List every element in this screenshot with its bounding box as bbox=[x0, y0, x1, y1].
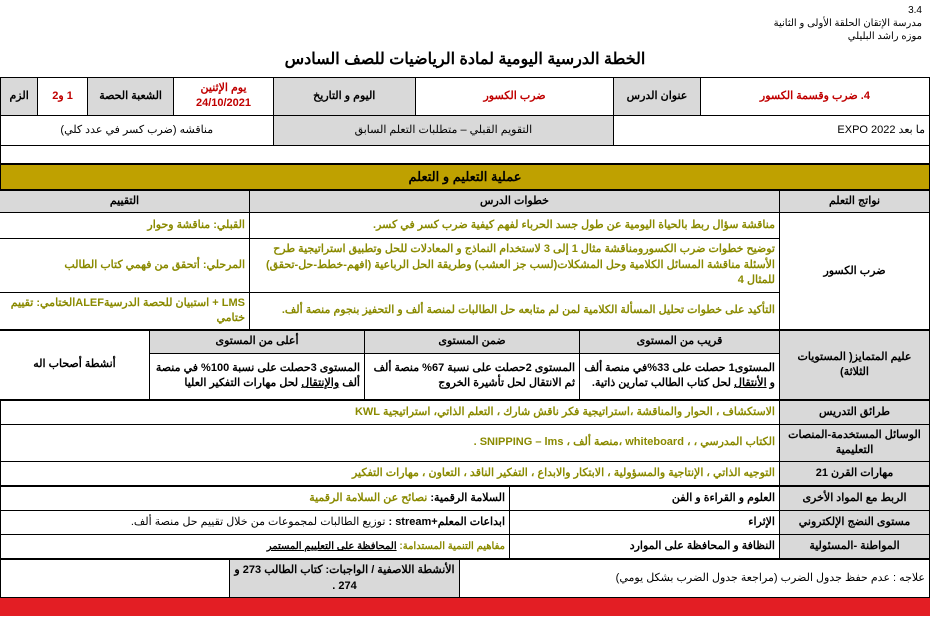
expo-cell: ما بعد EXPO 2022 bbox=[614, 115, 930, 145]
section-label: الشعبة الحصة bbox=[87, 78, 174, 116]
diff-within-cell: المستوى 2حصلت على نسبة 67% منصة ألف ثم ا… bbox=[365, 353, 580, 399]
assess-1: القبلي: مناقشة وحوار bbox=[0, 213, 250, 239]
tools-label: الوسائل المستخدمة-المنصات التعليمية bbox=[780, 424, 930, 462]
links-label: الربط مع المواد الأخرى bbox=[780, 487, 930, 511]
skills-label: مهارات القرن 21 bbox=[780, 462, 930, 486]
assess-2: المرحلي: أتحقق من فهمي كتاب الطالب bbox=[0, 239, 250, 292]
section-bar-label: عملية التعليم و التعلم bbox=[1, 164, 930, 189]
diff-label: عليم المتمايز( المستويات الثلاثة) bbox=[780, 331, 930, 399]
section-bar: عملية التعليم و التعلم bbox=[0, 164, 930, 190]
main-title: الخطة الدرسية اليومية لمادة الرياضيات لل… bbox=[0, 45, 930, 77]
methods-label: طرائق التدريس bbox=[780, 400, 930, 424]
assess-header: التقييم bbox=[0, 190, 250, 212]
details-table-2: الربط مع المواد الأخرى العلوم و القراءة … bbox=[0, 486, 930, 559]
unit-title: 4. ضرب وقسمة الكسور bbox=[700, 78, 929, 116]
maturity-value-2: ابداعات المعلم+stream : توزيع الطالبات ل… bbox=[1, 511, 510, 535]
day-date-label: اليوم و التاريخ bbox=[273, 78, 415, 116]
steps-header: خطوات الدرس bbox=[250, 190, 780, 212]
diff-within-header: ضمن المستوى bbox=[365, 331, 580, 353]
step-2: توضيح خطوات ضرب الكسورومناقشة مثال 1 إلى… bbox=[250, 239, 780, 292]
outcome-cell: ضرب الكسور bbox=[780, 213, 930, 330]
lesson-title: ضرب الكسور bbox=[415, 78, 613, 116]
diff-near-cell: المستوى1 حصلت على 33%في منصة ألف و الأنت… bbox=[580, 353, 780, 399]
methods-value: الاستكشاف ، الحوار والمناقشة ،استراتيجية… bbox=[1, 400, 780, 424]
step-1: مناقشة سؤال ربط بالحياة اليومية عن طول ج… bbox=[250, 213, 780, 239]
footer-table: علاجه : عدم حفظ جدول الضرب (مراجعة جدول … bbox=[0, 559, 930, 598]
maturity-label: مستوى النضج الإلكتروني bbox=[780, 511, 930, 535]
details-table: طرائق التدريس الاستكشاف ، الحوار والمناق… bbox=[0, 400, 930, 487]
links-value-1: العلوم و القراءة و الفن bbox=[510, 487, 780, 511]
remedial-cell: علاجه : عدم حفظ جدول الضرب (مراجعة جدول … bbox=[460, 560, 930, 598]
links-value-2: السلامة الرقمية: نصائح عن السلامة الرقمي… bbox=[1, 487, 510, 511]
differentiation-table: عليم المتمايز( المستويات الثلاثة) قريب م… bbox=[0, 330, 930, 399]
diff-above-cell: المستوى 3حصلت على نسبة 100% في منصة ألف … bbox=[150, 353, 365, 399]
page-header: 3.4 مدرسة الإتقان الحلقة الأولى و الثاني… bbox=[0, 4, 930, 45]
day-date: يوم الإثنين 24/10/2021 bbox=[174, 78, 273, 116]
page-number: 3.4 bbox=[908, 4, 922, 17]
time-label: الزم bbox=[1, 78, 38, 116]
homework-label: الأنشطة اللاصفية / الواجبات: كتاب الطالب… bbox=[230, 560, 460, 598]
prior-label: التقويم القبلي – متطلبات التعلم السابق bbox=[273, 115, 614, 145]
diff-extra: أنشطة أصحاب اله bbox=[0, 331, 150, 399]
lesson-title-label: عنوان الدرس bbox=[614, 78, 701, 116]
prior-value: مناقشه (ضرب كسر في عدد كلي) bbox=[1, 115, 274, 145]
outcomes-header: نواتج التعلم bbox=[780, 190, 930, 212]
teacher-name: موزه راشد البليلي bbox=[8, 30, 922, 43]
header-table: 4. ضرب وقسمة الكسور عنوان الدرس ضرب الكس… bbox=[0, 77, 930, 164]
maturity-value-1: الإثراء bbox=[510, 511, 780, 535]
school-name: مدرسة الإتقان الحلقة الأولى و الثانية bbox=[8, 17, 922, 30]
assess-3: LMS + استبيان للحصة الدرسيةALEFالختامي: … bbox=[0, 292, 250, 330]
citizen-value-1: النظافة و المحافظة على الموارد bbox=[510, 535, 780, 559]
tools-value: الكتاب المدرسي ، ، whiteboard ،منصة ألف … bbox=[1, 424, 780, 462]
section-value: 1 و2 bbox=[38, 78, 88, 116]
skills-value: التوجيه الذاتي ، الإنتاجية والمسؤولية ، … bbox=[1, 462, 780, 486]
diff-near-header: قريب من المستوى bbox=[580, 331, 780, 353]
citizen-value-2: مفاهيم التنمية المستدامة: المحافظة على ا… bbox=[1, 535, 510, 559]
citizen-label: المواطنة -المسئولية bbox=[780, 535, 930, 559]
step-3: التأكيد على خطوات تحليل المسألة الكلامية… bbox=[250, 292, 780, 330]
process-table: نواتج التعلم خطوات الدرس التقييم ضرب الك… bbox=[0, 190, 930, 330]
diff-above-header: أعلى من المستوى bbox=[150, 331, 365, 353]
red-bar bbox=[0, 598, 930, 616]
